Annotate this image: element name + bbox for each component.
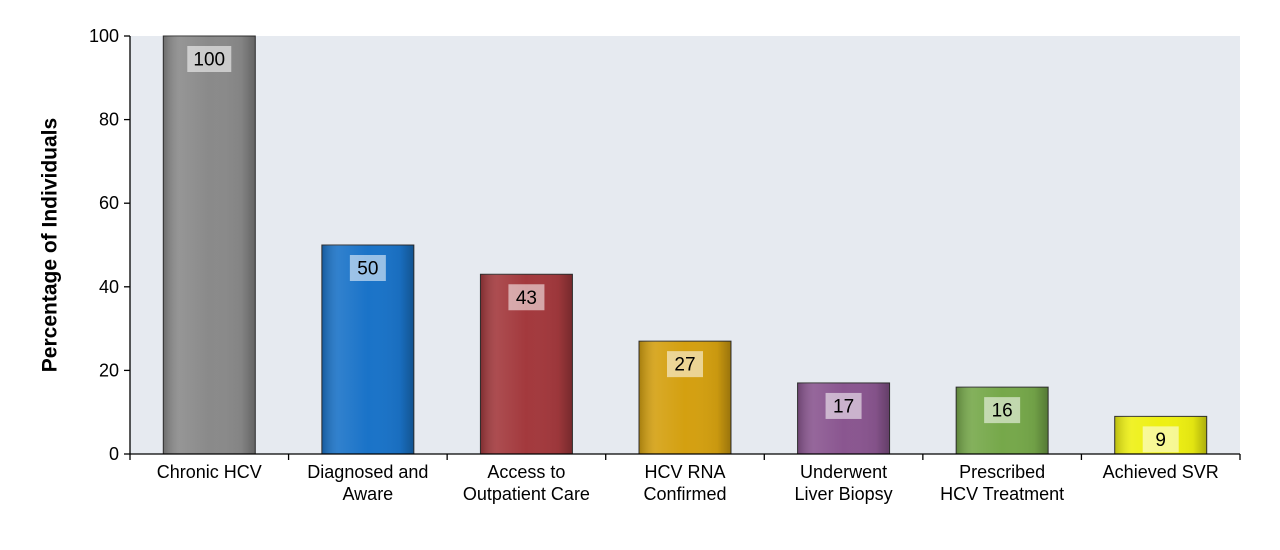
x-tick-label-line: Prescribed [959, 462, 1045, 482]
bar-group: 16 [955, 386, 1049, 455]
data-label: 50 [357, 259, 378, 280]
bar-group: 9 [1114, 415, 1208, 455]
bar-shading [163, 36, 256, 454]
data-label: 16 [992, 401, 1013, 422]
data-label-box [508, 284, 545, 311]
data-label-box [349, 255, 386, 281]
x-tick-label-line: Chronic HCV [157, 462, 262, 482]
data-label: 43 [516, 288, 537, 309]
x-tick-label: Access to Outpatient Care [463, 462, 590, 504]
x-tick-label-line: Diagnosed and [307, 462, 428, 482]
bar-group: 50 [321, 244, 415, 455]
x-tick-label: Chronic HCV [157, 462, 262, 482]
y-tick-label: 80 [99, 110, 119, 130]
x-tick-label-line: HCV RNA [644, 462, 725, 482]
bar-group: 43 [479, 273, 573, 455]
x-tick-label: Prescribed HCV Treatment [940, 462, 1064, 504]
y-tick-label: 0 [109, 444, 119, 464]
y-axis-label: Percentage of Individuals [39, 118, 62, 372]
bar-group: 17 [797, 382, 891, 455]
bars-group: 100 50 43 27 17 16 9 [162, 35, 1208, 455]
y-tick-label: 100 [89, 26, 119, 46]
data-label: 9 [1155, 430, 1166, 451]
bar-group: 100 [162, 35, 256, 455]
x-tick-label-line: Access to [487, 462, 565, 482]
data-label: 27 [674, 355, 695, 376]
x-tick-label-line: Underwent [800, 462, 887, 482]
x-tick-label-line: HCV Treatment [940, 484, 1064, 504]
x-tick-label-line: Outpatient Care [463, 484, 590, 504]
y-tick-label: 60 [99, 193, 119, 213]
data-label-box [1142, 426, 1179, 453]
x-axis: Chronic HCV Diagnosed and Aware Access to Ou… [129, 453, 1241, 504]
x-tick-label-line: Aware [343, 484, 394, 504]
data-label-box [984, 397, 1021, 424]
x-tick-label: Underwent Liver Biopsy [795, 462, 893, 504]
data-label-box [825, 392, 862, 419]
data-label-box [187, 46, 232, 72]
x-tick-label-line: Liver Biopsy [795, 484, 893, 504]
data-label: 17 [833, 396, 854, 417]
bar-group: 27 [638, 340, 732, 455]
x-tick-label: HCV RNA Confirmed [643, 462, 726, 504]
x-tick-label: Achieved SVR [1103, 462, 1219, 482]
y-tick-label: 20 [99, 360, 119, 380]
y-tick-label: 40 [99, 277, 119, 297]
x-tick-label-line: Confirmed [643, 484, 726, 504]
y-axis: 0 20 40 60 80 100 [89, 26, 131, 464]
x-tick-label: Diagnosed and Aware [307, 462, 428, 504]
data-label-box [667, 351, 703, 378]
x-tick-label-line: Achieved SVR [1103, 462, 1219, 482]
data-label: 100 [193, 50, 225, 71]
